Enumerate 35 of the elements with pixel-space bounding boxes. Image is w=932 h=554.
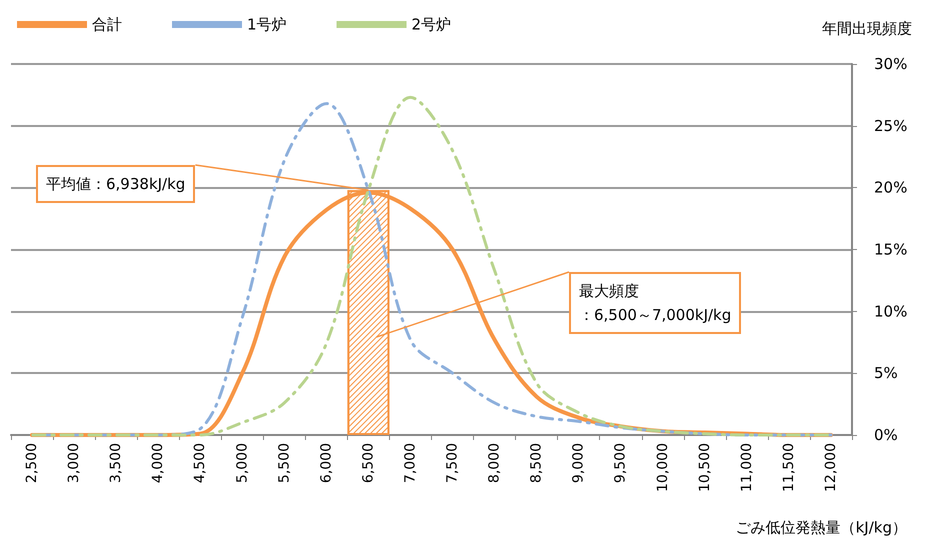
x-tick-label: 4,000 (150, 443, 166, 484)
x-tick-label: 10,000 (654, 443, 671, 492)
legend-label: 合計 (92, 16, 122, 34)
y-tick-label: 10% (874, 302, 908, 320)
x-tick-label: 4,500 (192, 443, 208, 484)
x-tick-label: 6,000 (318, 443, 334, 484)
x-tick-label: 5,000 (234, 443, 250, 484)
legend-label: 1号炉 (247, 16, 287, 34)
x-tick-label: 7,500 (444, 443, 461, 484)
y-tick-label: 15% (874, 240, 908, 258)
x-tick-label: 6,500 (360, 443, 376, 484)
x-tick-label: 3,500 (108, 443, 124, 484)
x-tick-label: 10,500 (696, 443, 713, 492)
y-tick-label: 25% (874, 116, 908, 135)
x-tick-label: 3,000 (66, 443, 82, 484)
annotation: 平均値：6,938kJ/kg (46, 174, 186, 195)
x-tick-label: 7,000 (402, 443, 418, 484)
annotation: 最大頻度 (579, 281, 640, 302)
x-tick-label: 5,500 (276, 443, 292, 484)
x-tick-label: 9,000 (570, 443, 587, 484)
y-tick-label: 30% (874, 55, 908, 73)
x-tick-label: 12,000 (822, 443, 839, 492)
x-axis-title: ごみ低位発熱量（kJ/kg） (736, 518, 907, 536)
x-tick-label: 8,000 (486, 443, 503, 484)
x-tick-label: 8,500 (528, 443, 545, 484)
x-tick-label: 11,000 (738, 443, 755, 492)
y-tick-label: 0% (874, 426, 898, 444)
x-tick-label: 11,500 (780, 443, 797, 492)
annotation: ：6,500～7,000kJ/kg (579, 305, 732, 326)
x-tick-label: 2,500 (24, 443, 40, 484)
legend-label: 2号炉 (412, 16, 452, 34)
y-axis-title: 年間出現頻度 (822, 20, 912, 38)
y-tick-label: 20% (874, 178, 908, 197)
x-tick-label: 9,500 (612, 443, 629, 484)
y-tick-label: 5% (874, 364, 898, 382)
